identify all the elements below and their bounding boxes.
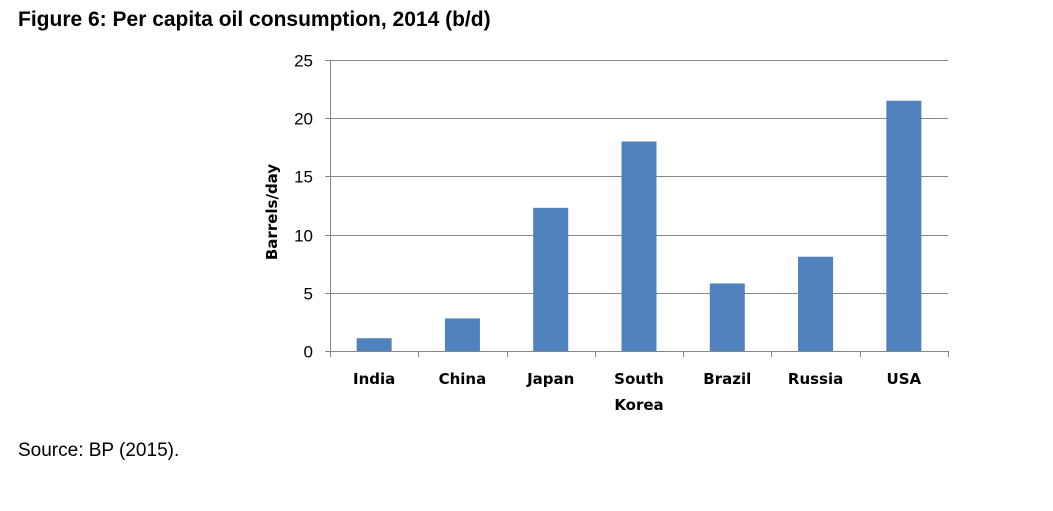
bar	[444, 318, 480, 351]
bar	[533, 207, 569, 351]
y-tick-label: 25	[294, 52, 313, 71]
y-tick-label: 10	[294, 227, 313, 246]
x-category-label: USA	[887, 370, 922, 388]
y-axis-label: Barrels/day	[263, 164, 281, 260]
figure-title: Figure 6: Per capita oil consumption, 20…	[18, 8, 491, 31]
y-tick-label: 0	[304, 343, 313, 362]
source-note: Source: BP (2015).	[18, 440, 180, 461]
y-tick-label: 20	[294, 110, 313, 129]
axes	[325, 60, 949, 357]
x-category-label: Brazil	[703, 370, 751, 388]
x-category-label: South	[614, 370, 664, 388]
x-category-label: India	[353, 370, 395, 388]
bar	[886, 100, 922, 352]
x-category-label: Japan	[526, 370, 574, 388]
bar	[621, 141, 657, 351]
x-category-label: Korea	[614, 396, 663, 414]
bar	[356, 338, 392, 351]
tick-labels: 0 5 10 15 20 25 India China Japan South Korea Brazi…	[294, 52, 921, 415]
x-category-label: Russia	[788, 370, 843, 388]
bar	[709, 283, 745, 351]
y-tick-label: 5	[304, 285, 313, 304]
y-tick-label: 15	[294, 168, 313, 187]
x-category-label: China	[439, 370, 487, 388]
bars	[356, 100, 922, 352]
bar	[798, 256, 834, 351]
